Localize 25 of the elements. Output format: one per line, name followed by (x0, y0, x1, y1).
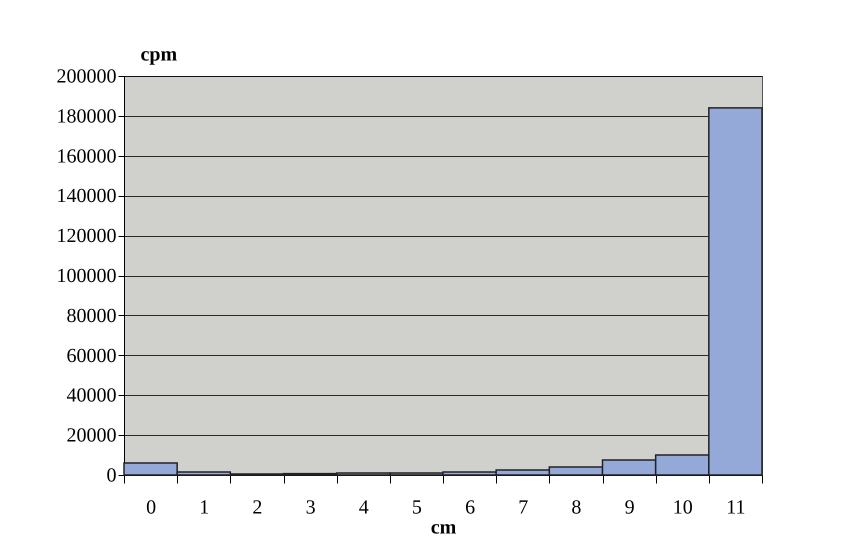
x-tick-label: 6 (465, 496, 476, 518)
y-tick-label: 160000 (56, 145, 116, 168)
x-axis-title: cm (430, 516, 457, 538)
x-tick-label: 1 (199, 496, 210, 518)
y-axis-title: cpm (140, 44, 178, 66)
y-tick-label: 80000 (66, 304, 116, 327)
x-tick-label: 0 (146, 496, 156, 518)
y-tick-label: 60000 (66, 344, 116, 367)
y-tick-label: 180000 (56, 105, 116, 128)
y-tick-label: 100000 (56, 265, 116, 287)
x-tick-label: 11 (726, 496, 746, 518)
y-tick-label: 200000 (56, 66, 116, 88)
x-tick-label: 5 (412, 496, 422, 518)
y-tick-label: 40000 (66, 384, 116, 407)
y-tick-label: 140000 (56, 185, 116, 208)
x-tick-label: 7 (518, 496, 528, 518)
x-tick-label: 9 (624, 496, 635, 518)
x-tick-label: 2 (252, 496, 262, 518)
y-tick-label: 120000 (56, 225, 116, 248)
x-tick-label: 3 (306, 496, 316, 518)
x-tick-label: 4 (358, 496, 369, 518)
y-tick-label: 0 (106, 464, 116, 486)
y-tick-label: 20000 (66, 424, 116, 447)
x-tick-label: 8 (571, 496, 582, 518)
x-tick-label: 10 (672, 496, 693, 518)
